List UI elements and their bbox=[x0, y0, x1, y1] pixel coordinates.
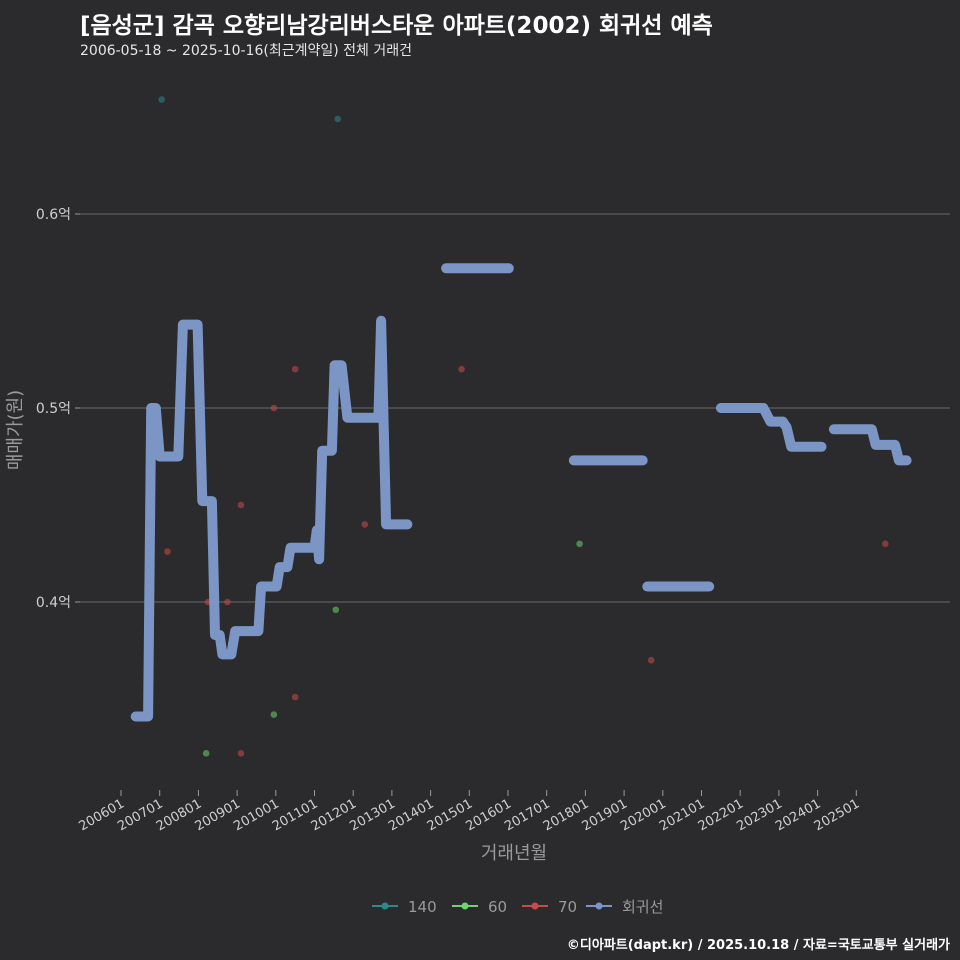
data-point-60 bbox=[576, 540, 583, 548]
y-tick-label: 0.5억 bbox=[36, 401, 71, 417]
data-point-60 bbox=[332, 606, 340, 614]
legend-key-marker bbox=[531, 902, 539, 910]
gridlines bbox=[75, 213, 950, 603]
chart-subtitle: 2006-05-18 ~ 2025-10-16(최근계약일) 전체 거래건 bbox=[80, 43, 412, 59]
data-point-70 bbox=[882, 540, 889, 548]
data-point-70 bbox=[237, 750, 245, 757]
data-point-70 bbox=[224, 598, 231, 606]
data-point-60 bbox=[202, 750, 210, 757]
data-point-70 bbox=[164, 548, 171, 555]
source-caption: ©디아파트(dapt.kr) / 2025.10.18 / 자료=국토교통부 실… bbox=[566, 938, 950, 953]
data-point-60 bbox=[270, 711, 278, 718]
data-point-70 bbox=[647, 656, 655, 664]
legend-key-marker bbox=[461, 902, 469, 910]
regression-segment bbox=[130, 315, 413, 722]
legend-key-marker bbox=[595, 902, 603, 910]
data-point-70 bbox=[361, 521, 369, 528]
legend-label: 70 bbox=[558, 898, 577, 916]
data-point-140 bbox=[334, 115, 342, 123]
chart-title: [음성군] 감곡 오향리남강리버스타운 아파트(2002) 회귀선 예측 bbox=[80, 13, 713, 39]
y-axis-title: 매매가(원) bbox=[5, 390, 26, 470]
y-tick-label: 0.6억 bbox=[36, 207, 71, 223]
data-point-70 bbox=[270, 404, 278, 412]
data-point-70 bbox=[458, 365, 465, 373]
legend-label: 140 bbox=[408, 898, 437, 916]
legend-key-marker bbox=[381, 902, 389, 910]
legend-label: 회귀선 bbox=[622, 898, 663, 916]
x-axis-ticks: 2006012007012008012009012010012011012012… bbox=[77, 790, 862, 834]
y-axis-ticks: 0.4억 0.5억 0.6억 bbox=[36, 207, 80, 611]
regression-line bbox=[130, 263, 912, 722]
data-point-70 bbox=[291, 365, 299, 373]
data-point-70 bbox=[237, 501, 245, 509]
data-point-70 bbox=[291, 693, 299, 701]
regression-segment bbox=[715, 403, 827, 452]
legend-label: 60 bbox=[488, 898, 507, 916]
x-axis-title: 거래년월 bbox=[481, 843, 547, 864]
data-point-140 bbox=[158, 96, 165, 103]
y-tick-label: 0.4억 bbox=[36, 595, 71, 611]
regression-segment bbox=[828, 424, 912, 466]
legend: 140 60 70 회귀선 bbox=[372, 898, 663, 916]
